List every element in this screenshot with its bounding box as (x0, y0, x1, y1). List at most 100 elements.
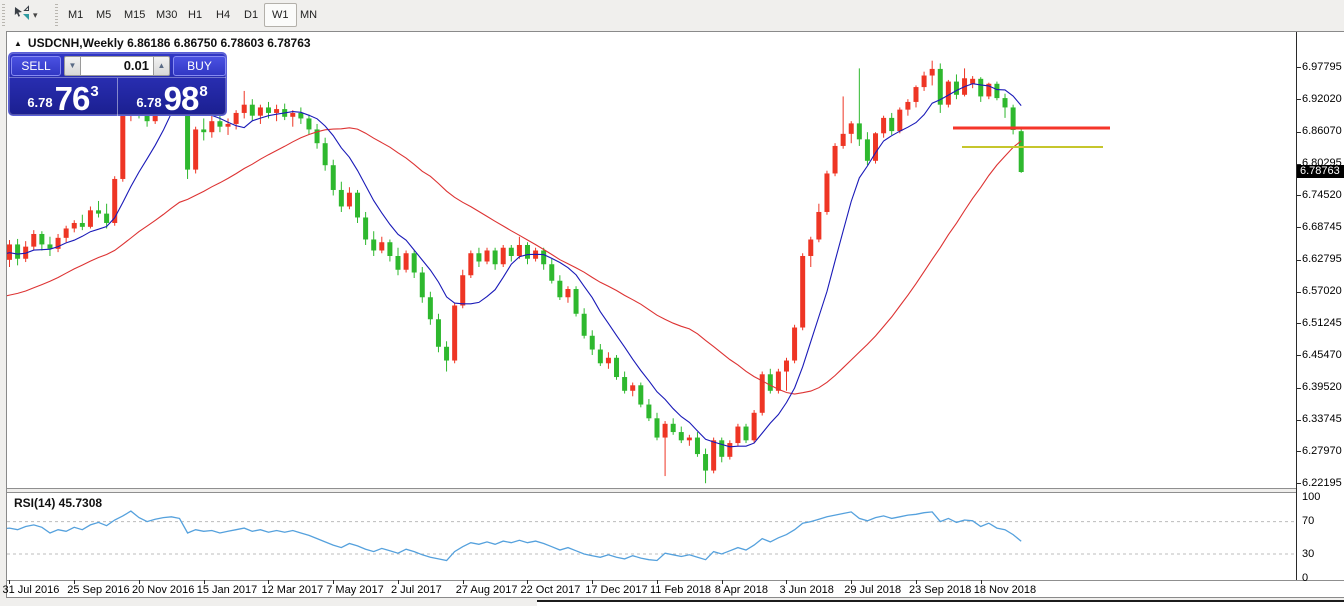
candle-body (994, 83, 1000, 99)
chart-title-text: USDCNH,Weekly 6.86186 6.86750 6.78603 6.… (27, 36, 311, 50)
time-axis-label: 2 Jul 2017 (390, 584, 442, 596)
time-axis-tick (721, 580, 723, 584)
cursor-tools-button[interactable]: ▾ (10, 3, 50, 27)
price-scale-label: 6.51245 (1302, 316, 1342, 329)
volume-input[interactable]: 0.01 (81, 55, 153, 76)
candle-body (630, 385, 636, 391)
volume-increase-button[interactable]: ▲ (153, 55, 170, 76)
candle-body (873, 133, 879, 161)
candle-body (945, 81, 951, 105)
panel-splitter[interactable] (7, 488, 1296, 493)
price-scale-label: 6.45470 (1302, 348, 1342, 361)
one-click-trading-panel: SELL ▼ 0.01 ▲ BUY 6.78 76 3 6.78 98 8 (8, 52, 227, 117)
time-axis-label: 3 Jun 2018 (779, 584, 834, 596)
timeframe-button-d1[interactable]: D1 (244, 9, 259, 21)
candle-body (767, 374, 773, 391)
candle-body (363, 217, 369, 240)
time-axis-tick (74, 580, 76, 584)
candle-body (638, 385, 644, 405)
price-scale-tick (1296, 483, 1301, 485)
time-axis-tick (333, 580, 335, 584)
price-scale-tick (1296, 259, 1301, 261)
fast-ma-line (7, 83, 1022, 448)
candle-body (565, 289, 571, 298)
candle-body (71, 222, 77, 229)
candle-body (856, 123, 862, 140)
candle-body (87, 210, 93, 227)
time-axis-label: 20 Nov 2016 (131, 584, 195, 596)
price-scale-label: 6.27970 (1302, 444, 1342, 457)
time-axis-tick (268, 580, 270, 584)
time-axis-label: 29 Jul 2018 (844, 584, 902, 596)
timeframe-button-m15[interactable]: M15 (124, 9, 146, 21)
candle-body (257, 107, 263, 116)
toolbar-grip[interactable] (2, 4, 5, 27)
candle-body (848, 123, 854, 134)
collapse-triangle-icon[interactable]: ▲ (14, 38, 22, 48)
top-toolbar: ▾ M1 M5 M15 M30 H1 H4 D1 W1 MN (0, 0, 1344, 31)
candle-body (953, 81, 959, 95)
candle-body (864, 139, 870, 161)
volume-decrease-button[interactable]: ▼ (64, 55, 81, 76)
price-scale-label: 6.62795 (1302, 253, 1342, 266)
price-scale-label: 6.39520 (1302, 381, 1342, 394)
timeframe-button-h4[interactable]: H4 (216, 9, 231, 21)
candle-body (800, 255, 806, 328)
candle-body (605, 357, 611, 364)
buy-price-big-digits: 98 (163, 80, 200, 118)
candle-body (225, 123, 231, 127)
price-scale-tick (1296, 131, 1301, 133)
candle-body (1010, 107, 1016, 130)
candle-body (298, 112, 304, 119)
rsi-indicator-label: RSI(14) 45.7308 (14, 496, 103, 510)
candle-body (330, 165, 336, 190)
price-scale-tick (1296, 67, 1301, 69)
timeframe-button-w1[interactable]: W1 (264, 3, 297, 27)
cursor-arrows-icon (13, 4, 30, 26)
candle-body (654, 418, 660, 438)
price-scale-label: 6.74520 (1302, 188, 1342, 201)
price-scale-tick (1296, 451, 1301, 453)
candle-body (662, 423, 668, 438)
candle-body (15, 244, 21, 259)
candle-body (338, 189, 344, 207)
timeframe-button-m1[interactable]: M1 (68, 9, 84, 21)
buy-button[interactable]: BUY (173, 55, 226, 76)
candle-body (622, 377, 628, 391)
timeframe-button-h1[interactable]: H1 (188, 9, 203, 21)
time-axis-tick (980, 580, 982, 584)
candle-body (921, 75, 927, 88)
sell-button[interactable]: SELL (11, 55, 61, 76)
rsi-scale-label: 30 (1302, 547, 1315, 560)
price-scale-label: 6.68745 (1302, 220, 1342, 233)
candle-body (549, 264, 555, 281)
time-axis-tick (527, 580, 529, 584)
bottom-window-edge[interactable] (537, 600, 1344, 606)
candle-body (1002, 98, 1008, 108)
time-axis-label: 17 Dec 2017 (585, 584, 648, 596)
candle-body (104, 213, 110, 223)
candle-body (735, 426, 741, 444)
timeframe-button-m30[interactable]: M30 (156, 9, 178, 21)
timeframe-button-mn[interactable]: MN (300, 9, 318, 21)
timeframe-button-m5[interactable]: M5 (96, 9, 112, 21)
time-axis-label: 8 Apr 2018 (714, 584, 768, 596)
sell-price-display[interactable]: 6.78 76 3 (9, 78, 118, 117)
candle-body (743, 426, 749, 441)
price-scale-label: 6.97795 (1302, 60, 1342, 73)
candle-body (557, 280, 563, 298)
candle-body (719, 440, 725, 457)
price-scale-tick (1296, 419, 1301, 421)
candle-body (913, 87, 919, 102)
candle-body (444, 346, 450, 361)
price-scale-tick (1296, 227, 1301, 229)
candle-body (711, 440, 717, 471)
buy-price-display[interactable]: 6.78 98 8 (118, 78, 226, 117)
rsi-scale-label: 0 (1302, 571, 1309, 584)
price-scale-label: 6.57020 (1302, 285, 1342, 298)
candle-body (476, 253, 482, 262)
price-scale-label: 6.33745 (1302, 413, 1342, 426)
candle-body (79, 222, 85, 227)
toolbar-grip-2[interactable] (55, 4, 58, 27)
price-scale-label: 6.92020 (1302, 92, 1342, 105)
